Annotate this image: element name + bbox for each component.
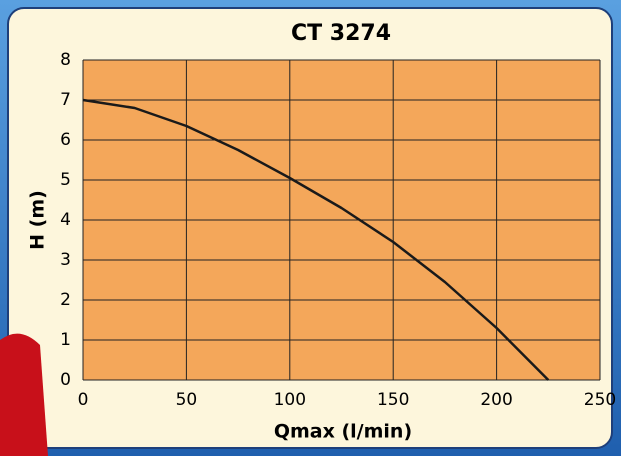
x-tick-label: 50 <box>176 390 198 410</box>
y-tick-label: 5 <box>60 170 71 190</box>
x-tick-label: 150 <box>377 390 409 410</box>
pump-decoration <box>0 333 48 456</box>
y-tick-label: 3 <box>60 250 71 270</box>
x-axis-label: Qmax (l/min) <box>274 421 412 443</box>
y-tick-label: 4 <box>60 210 71 230</box>
y-tick-label: 1 <box>60 330 71 350</box>
y-tick-label: 6 <box>60 130 71 150</box>
x-tick-label: 200 <box>480 390 512 410</box>
x-tick-label: 0 <box>78 390 89 410</box>
y-axis-label: H (m) <box>27 190 49 250</box>
y-tick-label: 8 <box>60 50 71 70</box>
y-tick-label: 2 <box>60 290 71 310</box>
y-tick-label: 7 <box>60 90 71 110</box>
x-tick-label: 100 <box>274 390 306 410</box>
chart-title: CT 3274 <box>291 21 391 46</box>
y-tick-label: 0 <box>60 370 71 390</box>
x-tick-label: 250 <box>584 390 616 410</box>
curve <box>82 98 550 381</box>
